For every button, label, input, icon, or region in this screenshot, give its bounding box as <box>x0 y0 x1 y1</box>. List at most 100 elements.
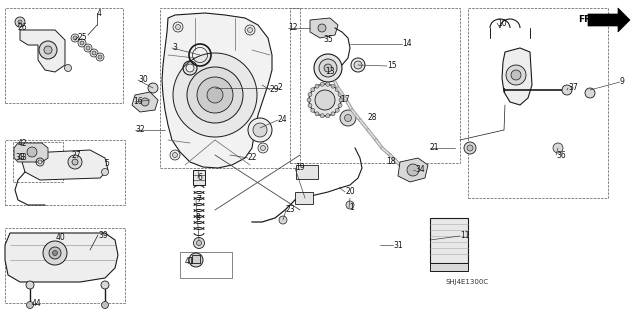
Text: 41: 41 <box>185 257 195 266</box>
Text: 15: 15 <box>387 62 397 70</box>
Circle shape <box>346 201 354 209</box>
Circle shape <box>331 84 335 88</box>
Circle shape <box>319 59 337 77</box>
Circle shape <box>279 216 287 224</box>
Text: 14: 14 <box>402 40 412 48</box>
Circle shape <box>320 114 324 118</box>
Circle shape <box>52 250 58 256</box>
Circle shape <box>311 88 315 92</box>
Text: 1: 1 <box>349 204 354 212</box>
Text: 39: 39 <box>98 231 108 240</box>
Circle shape <box>18 20 22 24</box>
Polygon shape <box>14 143 48 162</box>
Text: 42: 42 <box>18 138 28 147</box>
Circle shape <box>311 108 315 112</box>
Circle shape <box>248 27 253 33</box>
Text: 17: 17 <box>340 95 349 105</box>
Circle shape <box>248 118 272 142</box>
Text: 23: 23 <box>286 205 296 214</box>
Text: 33: 33 <box>15 153 25 162</box>
Circle shape <box>464 142 476 154</box>
Bar <box>468 8 608 198</box>
Circle shape <box>96 53 104 61</box>
Circle shape <box>308 93 312 97</box>
Polygon shape <box>502 48 532 105</box>
Text: 8: 8 <box>196 213 201 222</box>
Circle shape <box>245 25 255 35</box>
Circle shape <box>338 93 342 97</box>
Bar <box>5 140 125 205</box>
Circle shape <box>173 22 183 32</box>
Circle shape <box>326 114 330 118</box>
Circle shape <box>173 53 257 137</box>
Circle shape <box>320 82 324 86</box>
Text: 6: 6 <box>198 174 203 182</box>
Circle shape <box>318 24 326 32</box>
Circle shape <box>86 46 90 50</box>
Text: 36: 36 <box>556 151 566 160</box>
Text: 7: 7 <box>196 196 201 204</box>
Circle shape <box>173 152 177 158</box>
Text: 28: 28 <box>368 114 378 122</box>
Circle shape <box>72 159 78 165</box>
Circle shape <box>38 160 42 164</box>
Bar <box>430 218 468 263</box>
Text: SHJ4E1300C: SHJ4E1300C <box>445 279 488 285</box>
Text: 19: 19 <box>295 164 305 173</box>
Polygon shape <box>588 8 630 32</box>
Circle shape <box>193 256 200 263</box>
Bar <box>295 192 313 204</box>
Circle shape <box>354 61 362 69</box>
Text: 11: 11 <box>460 232 470 241</box>
Text: 40: 40 <box>56 234 66 242</box>
Bar <box>430 263 468 271</box>
Circle shape <box>309 84 341 116</box>
Text: 2: 2 <box>278 84 283 93</box>
Circle shape <box>43 241 67 265</box>
Polygon shape <box>162 13 272 168</box>
Circle shape <box>339 98 343 102</box>
Bar <box>5 228 125 303</box>
Polygon shape <box>20 30 65 72</box>
Text: 13: 13 <box>325 68 335 77</box>
Circle shape <box>340 110 356 126</box>
Circle shape <box>187 67 243 123</box>
Circle shape <box>148 83 158 93</box>
Text: 3: 3 <box>172 43 177 53</box>
Circle shape <box>511 70 521 80</box>
Circle shape <box>308 103 312 108</box>
Circle shape <box>335 108 339 112</box>
Circle shape <box>170 150 180 160</box>
Circle shape <box>467 145 473 151</box>
Text: 30: 30 <box>138 76 148 85</box>
Circle shape <box>562 85 572 95</box>
Circle shape <box>315 90 335 110</box>
Circle shape <box>18 151 26 159</box>
Text: 27: 27 <box>72 151 82 160</box>
Text: 16: 16 <box>133 98 143 107</box>
Circle shape <box>27 147 37 157</box>
Polygon shape <box>398 158 428 182</box>
Circle shape <box>39 41 57 59</box>
Circle shape <box>90 49 98 57</box>
Circle shape <box>314 54 342 82</box>
Text: 24: 24 <box>278 115 287 124</box>
Circle shape <box>315 84 319 88</box>
Text: 44: 44 <box>32 299 42 308</box>
Text: 20: 20 <box>345 188 355 197</box>
Bar <box>290 8 460 163</box>
Text: 34: 34 <box>415 166 425 174</box>
Text: 12: 12 <box>288 24 298 33</box>
Circle shape <box>26 301 33 308</box>
Circle shape <box>315 112 319 116</box>
Circle shape <box>189 253 203 267</box>
Circle shape <box>141 98 149 106</box>
Text: 22: 22 <box>248 153 257 162</box>
Bar <box>13 142 63 182</box>
Text: 31: 31 <box>393 241 403 249</box>
Text: 18: 18 <box>386 158 396 167</box>
Circle shape <box>335 88 339 92</box>
Circle shape <box>15 17 25 27</box>
Circle shape <box>331 112 335 116</box>
Circle shape <box>253 123 267 137</box>
